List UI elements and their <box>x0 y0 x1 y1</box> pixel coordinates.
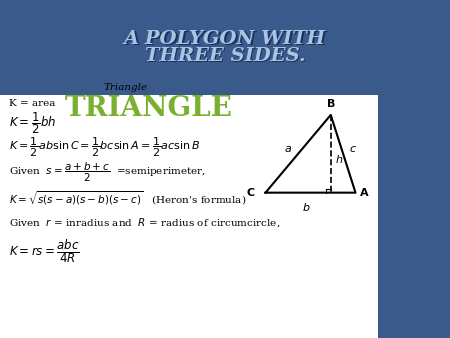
Text: A POLYGON WITH: A POLYGON WITH <box>126 31 328 49</box>
Text: $c$: $c$ <box>349 144 357 154</box>
Text: THREE SIDES.: THREE SIDES. <box>146 48 307 66</box>
Text: $K = \dfrac{1}{2}bh$: $K = \dfrac{1}{2}bh$ <box>9 111 56 136</box>
Text: A: A <box>360 188 369 198</box>
Text: A POLYGON WITH: A POLYGON WITH <box>124 30 326 48</box>
Text: $K = rs = \dfrac{abc}{4R}$: $K = rs = \dfrac{abc}{4R}$ <box>9 239 80 265</box>
Text: Triangle: Triangle <box>104 83 148 92</box>
Text: B: B <box>328 99 336 109</box>
Text: $K = \dfrac{1}{2}ab\sin C = \dfrac{1}{2}bc\sin A = \dfrac{1}{2}ac\sin B$: $K = \dfrac{1}{2}ab\sin C = \dfrac{1}{2}… <box>9 135 200 159</box>
Bar <box>0 95 378 338</box>
Text: $K = \sqrt{s(s-a)(s-b)(s-c)}$   (Heron's formula): $K = \sqrt{s(s-a)(s-b)(s-c)}$ (Heron's f… <box>9 189 247 207</box>
Text: K = area: K = area <box>9 99 55 107</box>
Text: $a$: $a$ <box>284 144 292 154</box>
Text: THREE SIDES.: THREE SIDES. <box>144 47 306 65</box>
Text: $h$: $h$ <box>335 153 343 165</box>
Text: Given  $s = \dfrac{a+b+c}{2}$  =semiperimeter,: Given $s = \dfrac{a+b+c}{2}$ =semiperime… <box>9 161 206 184</box>
Text: TRIANGLE: TRIANGLE <box>64 95 233 122</box>
Text: $b$: $b$ <box>302 201 310 213</box>
Text: C: C <box>246 188 254 198</box>
Text: Given  $r$ = inradius and  $R$ = radius of circumcircle,: Given $r$ = inradius and $R$ = radius of… <box>9 217 280 230</box>
